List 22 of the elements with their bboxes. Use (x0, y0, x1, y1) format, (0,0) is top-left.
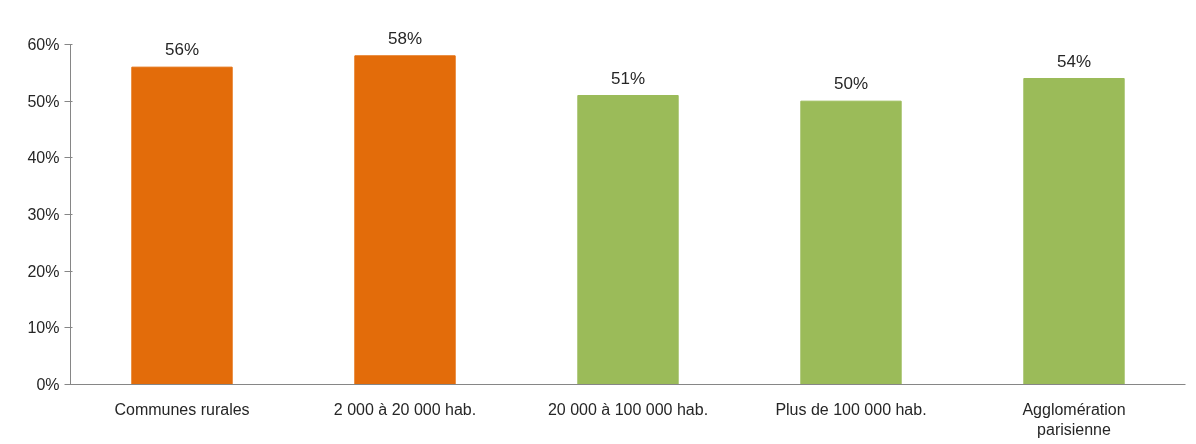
x-tick-label: 2 000 à 20 000 hab. (333, 400, 477, 418)
y-tick-label: 50% (27, 92, 60, 110)
x-tick-label: Communes rurales (114, 400, 250, 418)
bar (131, 66, 233, 385)
data-label: 51% (610, 68, 646, 88)
bar (577, 95, 679, 385)
data-label: 50% (833, 74, 869, 94)
x-tick-label: 20 000 à 100 000 hab. (547, 400, 709, 418)
y-tick-label: 30% (27, 206, 60, 223)
data-label: 56% (164, 40, 200, 60)
x-tick-label: Plus de 100 000 hab. (775, 400, 927, 418)
bar (1023, 78, 1125, 385)
y-tick-label: 20% (27, 262, 60, 280)
y-tick-label: 60% (27, 36, 60, 53)
data-label: 58% (387, 28, 423, 48)
y-tick-label: 40% (27, 149, 60, 167)
y-tick-label: 0% (36, 376, 60, 393)
y-tick-label: 10% (27, 319, 60, 337)
x-tick-label: Agglomération parisienne (1022, 400, 1126, 438)
bar (354, 55, 456, 385)
bar (800, 100, 902, 385)
data-label: 54% (1056, 51, 1092, 71)
